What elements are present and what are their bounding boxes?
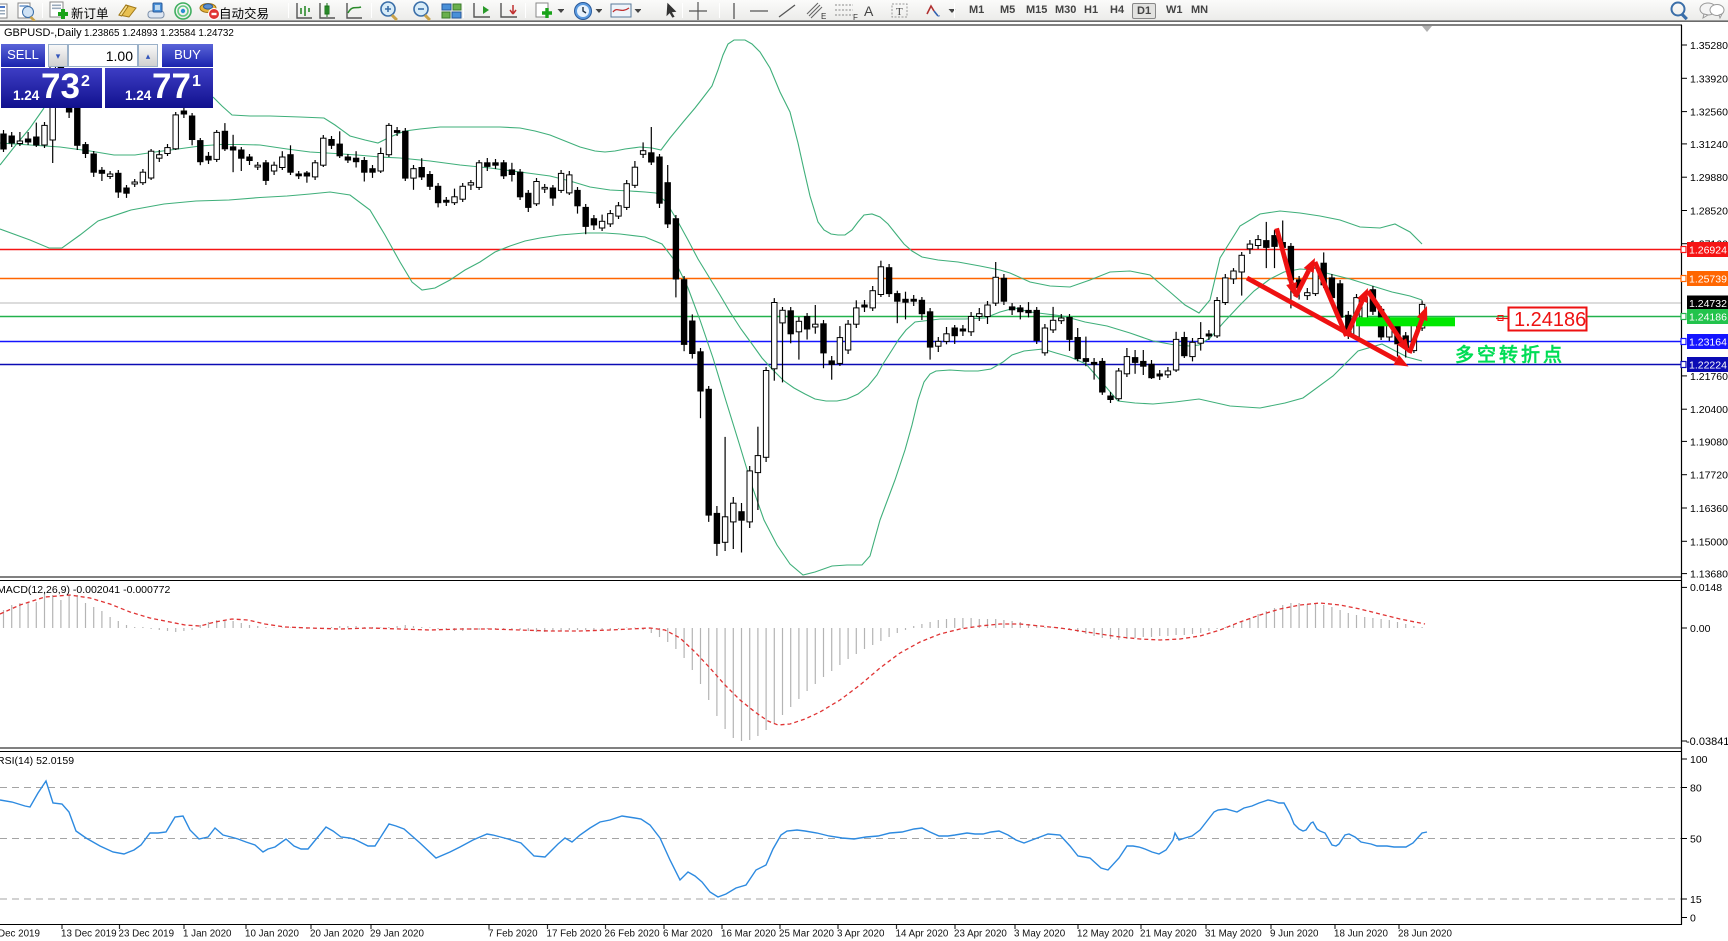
svg-text:1.17720: 1.17720	[1690, 470, 1728, 482]
svg-text:12 May 2020: 12 May 2020	[1077, 929, 1134, 940]
svg-text:23 Apr 2020: 23 Apr 2020	[954, 929, 1007, 940]
svg-text:3 Apr 2020: 3 Apr 2020	[837, 929, 885, 940]
svg-text:50: 50	[1690, 834, 1702, 846]
svg-text:1.13680: 1.13680	[1690, 569, 1728, 581]
svg-text:29 Jan 2020: 29 Jan 2020	[370, 929, 424, 940]
svg-text:-0.038415: -0.038415	[1686, 736, 1728, 748]
svg-text:1.23164: 1.23164	[1689, 337, 1727, 349]
svg-text:1.32560: 1.32560	[1690, 107, 1728, 119]
svg-text:1.21760: 1.21760	[1690, 371, 1728, 383]
svg-text:13 Dec 2019: 13 Dec 2019	[61, 929, 117, 940]
svg-text:T: T	[896, 6, 903, 18]
svg-text:1.19080: 1.19080	[1690, 436, 1728, 448]
svg-text:25 Mar 2020: 25 Mar 2020	[779, 929, 835, 940]
svg-text:21 May 2020: 21 May 2020	[1140, 929, 1197, 940]
svg-text:1.33920: 1.33920	[1690, 73, 1728, 85]
svg-text:1.31240: 1.31240	[1690, 139, 1728, 151]
svg-text:1.16360: 1.16360	[1690, 503, 1728, 515]
svg-text:10 Jan 2020: 10 Jan 2020	[245, 929, 299, 940]
svg-text:20 Jan 2020: 20 Jan 2020	[310, 929, 364, 940]
svg-text:Dec 2019: Dec 2019	[0, 929, 40, 940]
svg-text:1.20400: 1.20400	[1690, 404, 1728, 416]
svg-text:1.35280: 1.35280	[1690, 40, 1728, 52]
svg-text:RSI(14) 52.0159: RSI(14) 52.0159	[0, 755, 74, 767]
svg-text:0: 0	[1690, 913, 1696, 925]
svg-text:1.28520: 1.28520	[1690, 206, 1728, 218]
svg-text:31 May 2020: 31 May 2020	[1205, 929, 1262, 940]
svg-text:9 Jun 2020: 9 Jun 2020	[1270, 929, 1319, 940]
svg-text:0.00: 0.00	[1690, 623, 1711, 635]
svg-text:F: F	[853, 13, 858, 22]
svg-text:1.24186: 1.24186	[1514, 309, 1586, 331]
svg-text:23 Dec 2019: 23 Dec 2019	[119, 929, 175, 940]
svg-text:7 Feb 2020: 7 Feb 2020	[488, 929, 538, 940]
svg-text:1.24186: 1.24186	[1689, 312, 1727, 324]
svg-text:0.0148: 0.0148	[1690, 582, 1722, 594]
svg-text:MACD(12,26,9) -0.002041 -0.000: MACD(12,26,9) -0.002041 -0.000772	[0, 584, 171, 596]
svg-text:1.26924: 1.26924	[1689, 245, 1727, 257]
svg-text:3 May 2020: 3 May 2020	[1014, 929, 1066, 940]
svg-text:1 Jan 2020: 1 Jan 2020	[183, 929, 232, 940]
svg-text:80: 80	[1690, 783, 1702, 795]
svg-text:6 Mar 2020: 6 Mar 2020	[663, 929, 713, 940]
svg-text:18 Jun 2020: 18 Jun 2020	[1334, 929, 1388, 940]
svg-text:15: 15	[1690, 894, 1702, 906]
svg-text:A: A	[864, 3, 874, 19]
svg-text:E: E	[821, 12, 826, 21]
svg-text:1.24732: 1.24732	[1689, 298, 1727, 310]
svg-text:多空转折点: 多空转折点	[1455, 343, 1565, 366]
svg-text:17 Feb 2020: 17 Feb 2020	[547, 929, 603, 940]
svg-text:16 Mar 2020: 16 Mar 2020	[721, 929, 777, 940]
svg-text:26 Feb 2020: 26 Feb 2020	[605, 929, 661, 940]
svg-text:100: 100	[1690, 754, 1708, 766]
svg-text:1.22224: 1.22224	[1689, 360, 1727, 372]
svg-text:1.15000: 1.15000	[1690, 536, 1728, 548]
svg-text:14 Apr 2020: 14 Apr 2020	[896, 929, 949, 940]
svg-text:1.23865 1.24893 1.23584 1.2473: 1.23865 1.24893 1.23584 1.24732	[84, 28, 234, 39]
svg-text:GBPUSD-,Daily: GBPUSD-,Daily	[4, 27, 82, 39]
svg-text:1.25739: 1.25739	[1689, 274, 1727, 286]
svg-text:28 Jun 2020: 28 Jun 2020	[1398, 929, 1452, 940]
svg-text:1.29880: 1.29880	[1690, 172, 1728, 184]
